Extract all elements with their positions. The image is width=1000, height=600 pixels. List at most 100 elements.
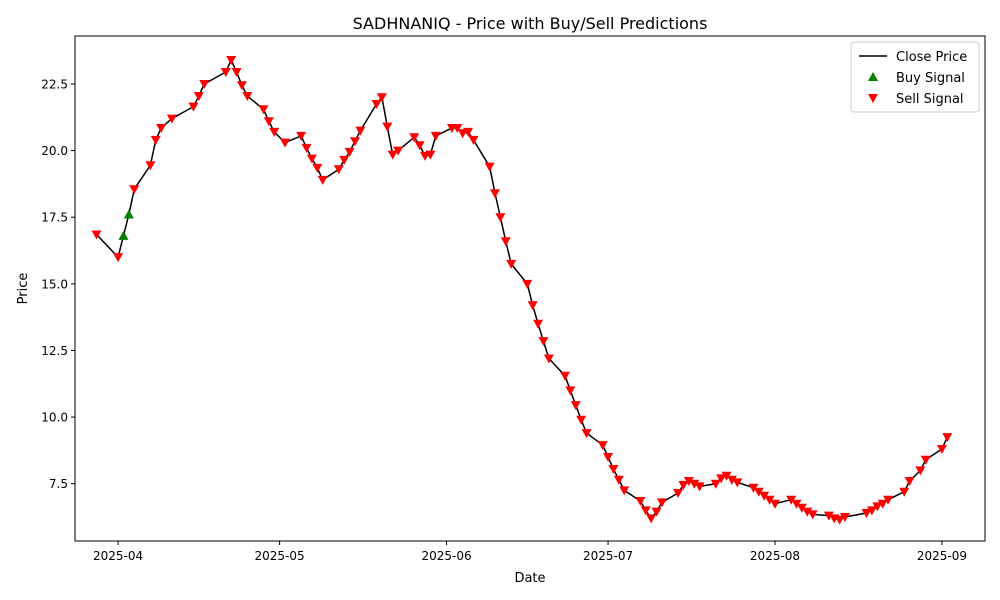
sell-signal-marker: [802, 507, 813, 517]
sell-signal-marker: [333, 165, 344, 175]
sell-signal-marker: [942, 433, 953, 443]
sell-signal-marker: [694, 482, 705, 492]
buy-signal-marker: [118, 230, 129, 240]
legend: Close Price Buy Signal Sell Signal: [850, 41, 980, 113]
x-axis: 2025-04 2025-05 2025-06 2025-07 2025-08 2025-…: [93, 541, 967, 563]
sell-signal-marker: [296, 131, 307, 141]
sell-signal-marker: [495, 213, 506, 223]
sell-signal-marker: [920, 455, 931, 465]
sell-signal-marker: [387, 150, 398, 160]
sell-signal-marker: [748, 483, 759, 493]
legend-sell-marker: [868, 94, 878, 103]
x-tick-label: 2025-05: [255, 549, 305, 563]
sell-signal-marker: [527, 301, 538, 311]
sell-signal-marker: [823, 511, 834, 521]
y-tick-label: 10.0: [41, 411, 68, 425]
sell-signal-marker: [452, 123, 463, 133]
sell-signal-marker: [936, 445, 947, 455]
sell-signal-marker: [156, 123, 167, 133]
y-tick-label: 7.5: [49, 477, 68, 491]
x-tick-label: 2025-07: [583, 549, 633, 563]
x-tick-label: 2025-04: [93, 549, 143, 563]
x-tick-label: 2025-06: [421, 549, 471, 563]
sell-signal-marker: [231, 67, 242, 77]
sell-signal-marker: [533, 319, 544, 329]
sell-signal-marker: [673, 489, 684, 499]
sell-signal-marker: [721, 471, 732, 481]
sell-signal-marker: [301, 143, 312, 153]
sell-signal-marker: [753, 487, 764, 497]
y-tick-label: 15.0: [41, 277, 68, 291]
sell-signal-marker: [899, 487, 910, 497]
y-tick-label: 22.5: [41, 77, 68, 91]
sell-signal-marker: [484, 162, 495, 172]
sell-signal-marker: [538, 337, 549, 347]
legend-label-close-price: Close Price: [896, 50, 967, 65]
sell-signal-marker: [306, 154, 317, 164]
sell-signal-marker: [382, 122, 393, 132]
sell-signal-marker: [430, 131, 441, 141]
sell-signal-marker: [759, 491, 770, 501]
sell-signal-marker: [500, 237, 511, 247]
sell-signal-marker: [145, 161, 156, 171]
sell-signal-marker: [877, 499, 888, 509]
sell-signal-marker: [425, 150, 436, 160]
sell-signal-marker: [409, 133, 420, 143]
sell-signal-marker: [904, 477, 915, 487]
sell-signal-marker: [312, 163, 323, 173]
sell-signal-marker: [150, 135, 161, 145]
legend-label-buy-signal: Buy Signal: [896, 71, 965, 86]
sell-signal-marker: [678, 481, 689, 491]
sell-signal-marker: [317, 175, 328, 185]
sell-signal-marker: [764, 495, 775, 505]
sell-signal-marker: [807, 510, 818, 520]
sell-signal-marker: [716, 474, 727, 484]
sell-signal-marker: [635, 497, 646, 507]
y-tick-label: 17.5: [41, 211, 68, 225]
sell-signal-marker: [468, 135, 479, 145]
series-layer: [91, 55, 953, 525]
sell-signal-marker: [646, 514, 657, 524]
sell-signal-marker: [608, 465, 619, 475]
sell-signal-marker: [883, 495, 894, 505]
chart-title: SADHNANIQ - Price with Buy/Sell Predicti…: [353, 14, 708, 33]
sell-signal-marker: [113, 253, 124, 263]
sell-signal-marker: [339, 155, 350, 165]
legend-label-sell-signal: Sell Signal: [896, 92, 964, 107]
x-axis-label: Date: [514, 571, 545, 586]
sell-signal-marker: [866, 506, 877, 516]
sell-signal-marker: [613, 475, 624, 485]
sell-signal-marker: [565, 386, 576, 396]
sell-signal-marker: [193, 91, 204, 101]
sell-signal-marker: [770, 499, 780, 509]
sell-signal-marker: [710, 479, 721, 489]
y-axis: 7.5 10.0 12.5 15.0 17.5 20.0 22.5: [41, 77, 75, 491]
sell-signal-marker: [656, 498, 667, 508]
sell-signal-marker: [226, 55, 237, 65]
sell-signal-marker: [522, 279, 533, 289]
sell-signal-marker: [414, 141, 425, 151]
sell-signal-marker: [915, 466, 926, 476]
sell-signal-marker: [581, 429, 592, 439]
legend-buy-marker: [868, 72, 878, 81]
y-tick-label: 12.5: [41, 344, 68, 358]
x-tick-label: 2025-09: [917, 549, 967, 563]
sell-signal-marker: [371, 99, 382, 109]
sell-signal-marker: [834, 515, 845, 525]
plot-area: [91, 55, 953, 525]
sell-signal-marker: [220, 67, 231, 77]
sell-signal-marker: [188, 102, 199, 112]
y-axis-label: Price: [16, 273, 31, 305]
sell-signal-marker: [840, 513, 850, 523]
sell-signal-marker: [640, 506, 651, 516]
legend-box: [850, 41, 980, 113]
buy-signal-marker: [123, 209, 134, 219]
x-tick-label: 2025-08: [750, 549, 800, 563]
sell-signal-marker: [236, 81, 247, 91]
sell-signal-marker: [570, 401, 581, 411]
sell-signal-marker: [560, 371, 570, 381]
y-tick-label: 20.0: [41, 144, 68, 158]
sell-signal-marker: [619, 486, 630, 496]
sell-signal-marker: [872, 502, 883, 512]
